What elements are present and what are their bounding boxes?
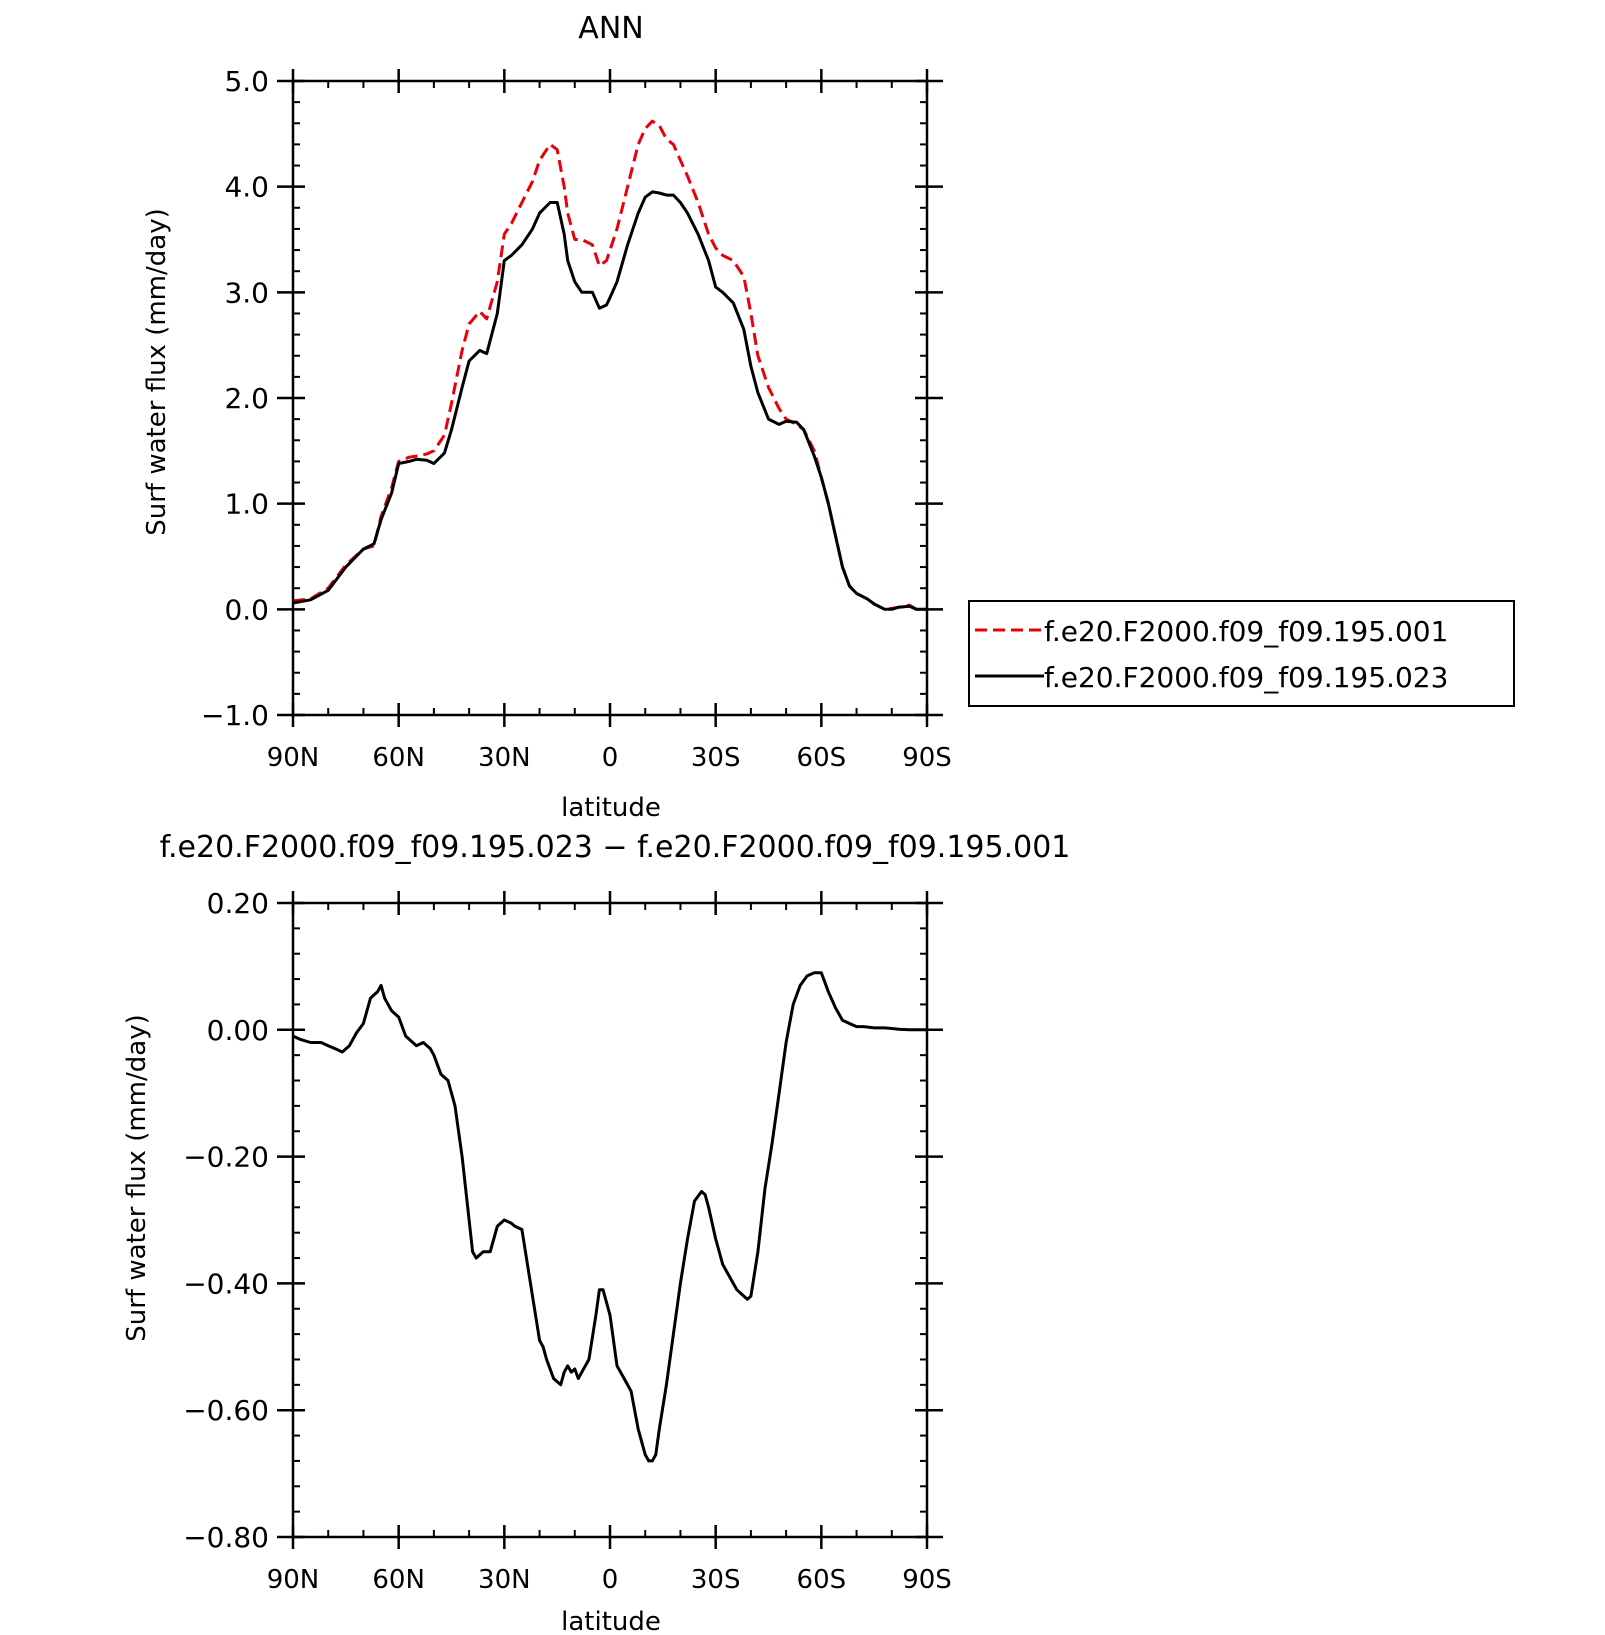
top-panel: ANN Surf water flux (mm/day) latitude 90… [142,11,952,823]
legend: f.e20.F2000.f09_f09.195.001 f.e20.F2000.… [968,600,1515,707]
top-y-axis-label: Surf water flux (mm/day) [142,208,172,535]
bottom-series-lines [292,971,927,1463]
top-y-tick-label: 3.0 [224,276,269,309]
top-x-tick-label: 60N [372,743,425,773]
bottom-series-line-1 [292,971,927,1463]
top-x-tick-label: 30S [691,743,741,773]
top-y-tick-label: 1.0 [224,488,269,521]
top-series-line-1 [292,119,927,611]
top-x-tick-label: 60S [797,743,847,773]
top-x-axis-label: latitude [561,793,661,823]
bottom-chart-title: f.e20.F2000.f09_f09.195.023 − f.e20.F200… [160,830,1071,865]
bottom-x-tick-label: 0 [602,1565,619,1595]
top-y-tick-label: 5.0 [224,65,269,98]
top-plot-frame [291,79,929,717]
legend-box [968,600,1515,707]
bottom-y-tick-label: −0.20 [183,1141,269,1174]
legend-label-series-1: f.e20.F2000.f09_f09.195.001 [1044,615,1448,648]
top-axis-ticks: 90N 60N 30N 0 30S 60S 90S −1.0 0.0 1.0 2.0 3.0 4.0 5.… [201,65,952,773]
top-y-tick-label: 4.0 [224,171,269,204]
top-y-tick-label: −1.0 [201,699,269,732]
bottom-axis-ticks: 90N 60N 30N 0 30S 60S 90S −0.80 −0.60 −0.40 −0.20 0… [183,887,952,1595]
top-y-tick-label: 2.0 [224,382,269,415]
top-series-line-2 [292,190,927,611]
top-chart-title: ANN [578,11,643,46]
bottom-x-tick-label: 30N [478,1565,531,1595]
top-y-tick-label: 0.0 [224,593,269,626]
bottom-x-axis-label: latitude [561,1607,661,1635]
bottom-plot-frame [291,901,929,1539]
bottom-y-tick-label: −0.60 [183,1394,269,1427]
top-x-tick-label: 90N [267,743,320,773]
top-x-tick-label: 0 [602,743,619,773]
top-x-tick-label: 90S [902,743,952,773]
top-series-lines [292,119,927,611]
top-x-tick-label: 30N [478,743,531,773]
bottom-x-tick-label: 60N [372,1565,425,1595]
bottom-x-tick-label: 60S [797,1565,847,1595]
bottom-y-tick-label: 0.20 [207,887,269,920]
bottom-panel: f.e20.F2000.f09_f09.195.023 − f.e20.F200… [122,830,1070,1635]
bottom-y-tick-label: 0.00 [207,1014,269,1047]
bottom-x-tick-label: 90N [267,1565,320,1595]
bottom-x-tick-label: 90S [902,1565,952,1595]
bottom-y-tick-label: −0.80 [183,1521,269,1554]
legend-label-series-2: f.e20.F2000.f09_f09.195.023 [1044,661,1448,694]
bottom-y-axis-label: Surf water flux (mm/day) [122,1014,152,1341]
bottom-y-tick-label: −0.40 [183,1267,269,1300]
bottom-x-tick-label: 30S [691,1565,741,1595]
